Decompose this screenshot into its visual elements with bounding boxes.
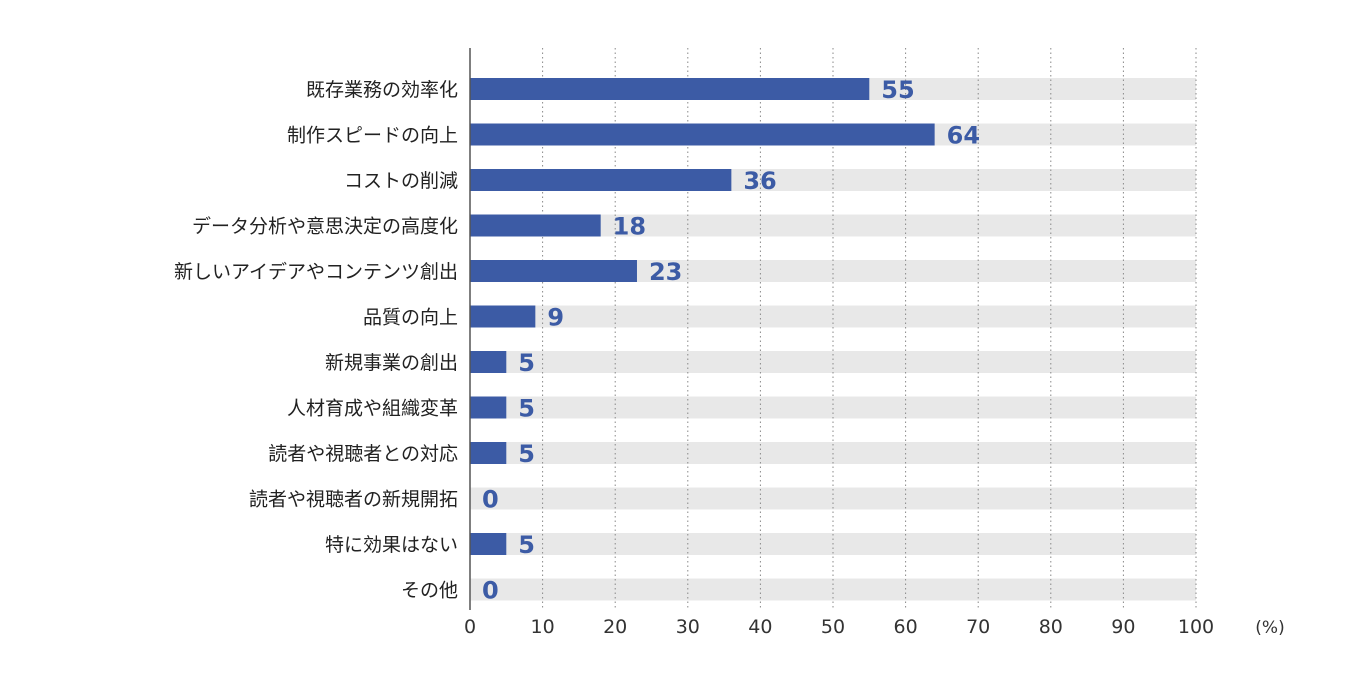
bar — [470, 305, 536, 328]
category-label: その他 — [401, 580, 458, 602]
value-label: 36 — [743, 167, 776, 195]
bar — [470, 351, 507, 373]
bar-track — [470, 214, 1196, 237]
bar-track — [470, 396, 1196, 419]
value-label: 64 — [947, 122, 980, 150]
x-tick-labels: 0 10 20 30 40 50 60 70 80 90 100 — [464, 616, 1214, 638]
bar-track — [470, 351, 1196, 373]
unit-label: (%) — [1255, 618, 1284, 638]
category-label: 読者や視聴者の新規開拓 — [249, 489, 458, 511]
x-tick-label: 80 — [1039, 616, 1063, 638]
bar — [470, 533, 507, 555]
value-label: 9 — [547, 304, 564, 332]
x-tick-label: 40 — [748, 616, 772, 638]
bar-track — [470, 305, 1196, 328]
x-tick-label: 90 — [1111, 616, 1135, 638]
x-tick-label: 10 — [531, 616, 555, 638]
category-labels: 既存業務の効率化制作スピードの向上コストの削減データ分析や意思決定の高度化新しい… — [174, 79, 458, 602]
value-label: 0 — [482, 486, 499, 514]
category-label: 品質の向上 — [363, 307, 458, 329]
x-tick-label: 20 — [603, 616, 627, 638]
bar — [470, 78, 870, 100]
category-label: データ分析や意思決定の高度化 — [192, 216, 458, 238]
value-label: 18 — [613, 213, 646, 241]
value-label: 5 — [518, 395, 535, 423]
value-label: 5 — [518, 349, 535, 377]
value-label: 23 — [649, 258, 682, 286]
gridlines — [542, 48, 1197, 610]
bar — [470, 123, 935, 146]
x-tick-label: 60 — [894, 616, 918, 638]
bar — [470, 442, 507, 464]
category-label: 既存業務の効率化 — [306, 79, 458, 101]
category-label: 新しいアイデアやコンテンツ創出 — [174, 261, 458, 283]
bar — [470, 214, 601, 237]
category-label: コストの削減 — [344, 170, 458, 192]
value-label: 5 — [518, 531, 535, 559]
bar — [470, 260, 637, 282]
bars — [470, 78, 935, 555]
bar — [470, 169, 732, 191]
bar — [470, 396, 507, 419]
x-tick-label: 100 — [1178, 616, 1214, 638]
bar-track — [470, 260, 1196, 282]
category-label: 読者や視聴者との対応 — [268, 443, 458, 465]
category-label: 制作スピードの向上 — [287, 125, 458, 147]
x-tick-label: 0 — [464, 616, 476, 638]
x-tick-label: 70 — [966, 616, 990, 638]
x-tick-label: 50 — [821, 616, 845, 638]
category-label: 人材育成や組織変革 — [287, 398, 458, 420]
value-label: 0 — [482, 577, 499, 605]
category-label: 特に効果はない — [325, 534, 458, 556]
category-label: 新規事業の創出 — [325, 352, 458, 374]
value-label: 5 — [518, 440, 535, 468]
x-tick-label: 30 — [676, 616, 700, 638]
value-label: 55 — [881, 76, 914, 104]
